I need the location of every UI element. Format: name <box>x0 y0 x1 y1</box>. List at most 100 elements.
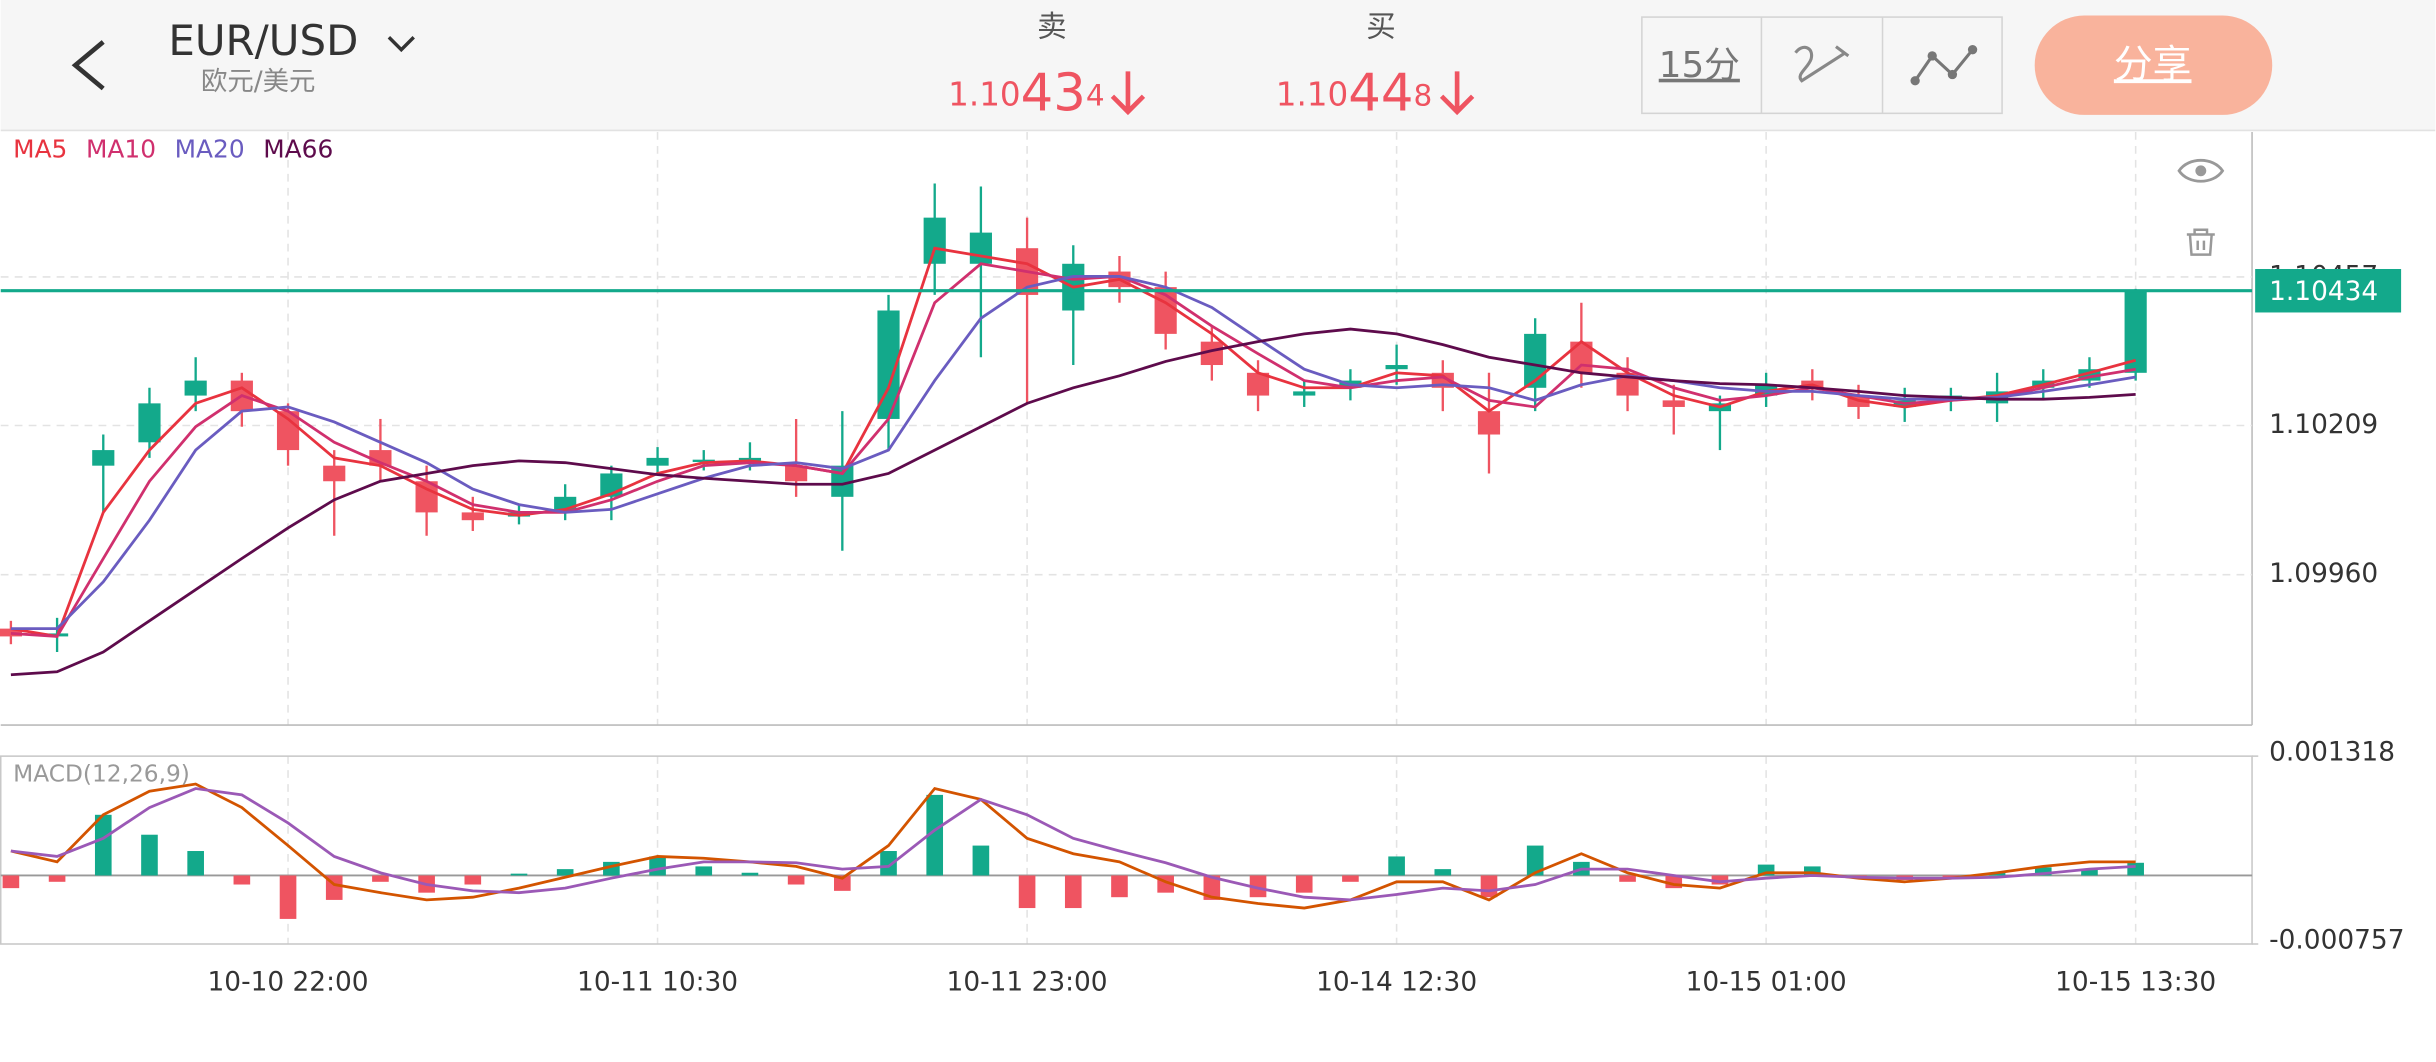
y-tick-label: 0.001318 <box>2269 738 2395 768</box>
visibility-toggle[interactable] <box>2177 158 2225 183</box>
interval-button[interactable]: 15分 <box>1659 45 1740 86</box>
candle-body <box>1477 411 1501 435</box>
sell-label: 卖 <box>1037 9 1067 43</box>
macd-bar <box>1711 875 1729 885</box>
ma-line <box>10 327 2136 677</box>
macd-bar <box>94 814 112 876</box>
macd-bar <box>926 794 944 876</box>
macd-bar <box>1526 845 1544 876</box>
macd-bar <box>787 875 805 885</box>
price-part: 43 <box>1021 63 1086 123</box>
macd-bar <box>279 875 297 919</box>
macd-line <box>10 787 2136 902</box>
indicator-dot <box>1927 51 1937 61</box>
candle-body <box>1385 365 1408 370</box>
macd-bar <box>2127 862 2144 876</box>
legend-entry: MA5 <box>13 135 67 164</box>
ma-line <box>10 274 2136 631</box>
price-part: 44 <box>1348 63 1413 123</box>
legend-entry: MA66 <box>263 135 333 164</box>
macd-bar <box>1480 875 1498 898</box>
indicator-button[interactable] <box>1913 48 1974 82</box>
macd-bar <box>1388 856 1405 876</box>
macd-bar <box>372 875 389 882</box>
indicator-dot <box>1967 45 1978 55</box>
macd-bar <box>649 856 666 876</box>
candle-body <box>923 217 946 264</box>
macd-bar <box>1249 875 1267 898</box>
down-arrow <box>1439 71 1475 116</box>
share-button[interactable] <box>2034 15 2273 115</box>
macd-bar <box>741 872 759 876</box>
share-label: 分享 <box>2114 42 2192 87</box>
candle-body <box>2078 369 2101 381</box>
last-price-label: 1.10434 <box>2269 277 2378 307</box>
candle-body <box>1293 391 1316 396</box>
x-tick-label: 10-10 22:00 <box>208 967 369 997</box>
price-part: 4 <box>1086 78 1105 112</box>
panel-border <box>0 755 2253 945</box>
buy-price[interactable]: 1.10448 <box>1276 63 1433 123</box>
candle-body <box>785 465 808 482</box>
macd-bar <box>1295 875 1313 893</box>
candle-body <box>738 457 762 461</box>
draw-tool-button[interactable] <box>1794 45 1850 83</box>
macd-bar <box>187 851 204 876</box>
candle-body <box>646 457 669 466</box>
macd-line <box>10 782 2136 910</box>
macd-bar <box>1111 875 1128 898</box>
legend-entry: MA20 <box>175 135 245 164</box>
price-part: 8 <box>1413 78 1432 112</box>
delete-button[interactable] <box>2186 228 2215 256</box>
price-part: 1.10 <box>948 75 1021 113</box>
symbol-dropdown[interactable] <box>387 36 415 53</box>
macd-bar <box>834 875 851 891</box>
macd-bar <box>48 875 66 882</box>
symbol-cn: 欧元/美元 <box>201 67 315 97</box>
macd-bar <box>1942 875 1960 878</box>
candle-body <box>138 403 161 443</box>
macd-bar <box>880 851 897 876</box>
macd-bar <box>1619 875 1636 882</box>
buy-label: 买 <box>1366 9 1396 43</box>
back-button[interactable] <box>71 40 105 91</box>
toolbar <box>1641 16 2003 115</box>
macd-bar <box>1804 866 1821 876</box>
macd-bar <box>2034 867 2052 876</box>
down-arrow <box>1110 71 1146 116</box>
macd-bar <box>1203 875 1221 900</box>
legend-entry: MA10 <box>86 135 156 164</box>
candle-body <box>877 310 900 419</box>
candle-body <box>184 380 207 396</box>
macd-bar <box>972 845 990 876</box>
candle-body <box>1246 372 1270 396</box>
chart-layer: 10-10 22:00 10-11 10:30 10-11 23:00 10-14 1… <box>0 131 2405 997</box>
symbol[interactable]: EUR/USD <box>168 16 358 65</box>
macd-bar <box>141 834 158 876</box>
macd-bar <box>1342 875 1359 882</box>
macd-bar <box>233 875 251 885</box>
x-tick-label: 10-14 12:30 <box>1316 967 1477 997</box>
macd-bar <box>1018 875 1036 909</box>
candle-body <box>276 411 300 451</box>
macd-bar <box>510 873 528 876</box>
candle-body <box>969 232 992 264</box>
candle-body <box>1200 341 1223 366</box>
y-tick-label: 1.09960 <box>2269 559 2378 589</box>
macd-bar <box>2081 869 2098 876</box>
candle-body <box>92 450 115 466</box>
candle-body <box>323 465 346 482</box>
candle-body <box>1662 400 1685 407</box>
price-part: 1.10 <box>1276 75 1349 113</box>
eye-pupil <box>2195 165 2207 177</box>
candle-body <box>692 459 715 463</box>
sell-price[interactable]: 1.10434 <box>948 63 1105 123</box>
indicator-dot <box>1910 76 1920 86</box>
x-tick-label: 10-15 13:30 <box>2055 967 2216 997</box>
macd-bar <box>1434 869 1452 876</box>
y-tick-label: -0.000757 <box>2269 925 2404 955</box>
macd-bar <box>2 875 20 889</box>
candle-body <box>461 512 484 521</box>
last-price-tag <box>2255 268 2402 313</box>
